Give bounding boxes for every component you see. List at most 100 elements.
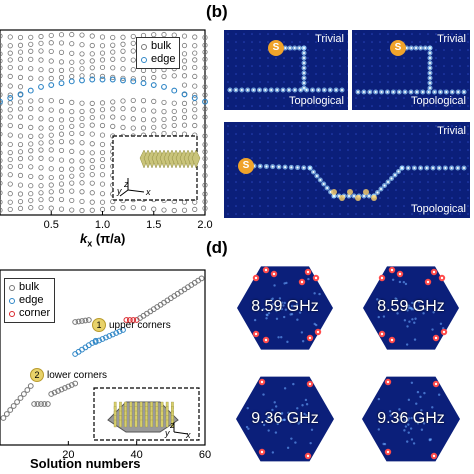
- hexagon-inset-illustration: [107, 401, 189, 435]
- x-tick-label: 60: [199, 449, 211, 461]
- bulk-point: [28, 148, 34, 154]
- edge-point: [38, 83, 44, 90]
- bulk-point: [58, 59, 65, 65]
- label-topological: Topological: [410, 95, 466, 107]
- bulk-point: [48, 196, 54, 202]
- bulk-point: [99, 163, 106, 170]
- x-tick-label: 0.5: [44, 219, 59, 231]
- xlabel-c: Solution numbers: [30, 456, 141, 471]
- bulk-point: [48, 58, 54, 64]
- legend-c: bulk edge corner: [4, 278, 56, 323]
- bulk-point: [38, 155, 44, 161]
- legend-label: bulk: [151, 40, 172, 52]
- bulk-point: [120, 106, 126, 112]
- inset-axis-x: x: [186, 430, 191, 440]
- bulk-point: [192, 92, 198, 98]
- edge-point: [27, 87, 34, 94]
- bulk-point: [79, 51, 85, 57]
- bulk-point: [79, 115, 85, 122]
- edge-point: [116, 328, 123, 335]
- bulk-point: [28, 155, 34, 161]
- bulk-point: [28, 197, 34, 204]
- bulk-point: [79, 165, 85, 171]
- badge-1: 1: [92, 318, 106, 332]
- bulk-point: [202, 74, 208, 81]
- bulk-point: [17, 42, 24, 48]
- bulk-point: [99, 149, 106, 156]
- bulk-point: [140, 205, 147, 211]
- bulk-point: [181, 42, 188, 49]
- bulk-point: [28, 164, 34, 170]
- bulk-point: [69, 148, 75, 155]
- bulk-point: [28, 115, 34, 121]
- label-topological: Topological: [288, 95, 344, 107]
- bulk-point: [31, 401, 38, 407]
- bulk-point: [120, 41, 126, 47]
- bulk-point: [151, 32, 157, 38]
- inset-axis-y: y: [165, 428, 170, 438]
- bulk-point: [130, 48, 136, 54]
- bulk-point: [120, 124, 126, 131]
- edge-point: [89, 76, 96, 83]
- bulk-point: [89, 100, 95, 106]
- bulk-point: [99, 181, 106, 187]
- bulk-point: [110, 65, 116, 71]
- bulk-point: [69, 67, 75, 73]
- bulk-point: [79, 189, 85, 195]
- bulk-point: [79, 149, 85, 155]
- legend-item-edge: edge: [9, 294, 50, 307]
- bulk-point: [181, 100, 188, 106]
- bulk-point: [7, 64, 13, 71]
- bulk-point: [69, 197, 75, 204]
- bulk-point: [89, 199, 95, 205]
- inset-axis-y: y: [117, 186, 122, 196]
- bulk-point: [161, 123, 167, 129]
- bulk-point: [58, 40, 65, 46]
- bulk-point: [38, 204, 44, 211]
- bulk-point: [69, 158, 75, 164]
- band-structure-chart: 0.5 1.0 1.5 2.0: [0, 29, 213, 231]
- bulk-point: [181, 33, 188, 39]
- bulk-point: [48, 32, 54, 39]
- bulk-point: [48, 75, 54, 81]
- bulk-point: [99, 114, 106, 120]
- bulk-point: [161, 207, 167, 213]
- bulk-point: [48, 205, 54, 211]
- edge-point: [48, 82, 55, 89]
- bulk-point: [89, 58, 95, 64]
- bulk-point: [99, 132, 106, 138]
- bulk-point: [38, 67, 44, 73]
- bulk-point: [28, 191, 34, 197]
- edge-point: [109, 76, 116, 83]
- edge-point: [161, 83, 167, 90]
- field-map-b1: Trivial Topological: [224, 30, 348, 110]
- hex-field-d1: 8.59 GHz: [226, 258, 344, 358]
- bulk-point: [69, 130, 75, 137]
- bulk-point: [202, 205, 208, 211]
- x-tick-label: 40: [131, 449, 143, 461]
- bulk-point: [65, 383, 72, 390]
- bulk-point: [89, 157, 95, 164]
- x-tick-label: 20: [62, 449, 74, 461]
- bulk-point: [151, 98, 157, 104]
- bulk-point: [89, 122, 95, 128]
- bulk-point: [17, 84, 24, 90]
- edge-point: [79, 77, 85, 84]
- source-marker-icon: S: [390, 40, 406, 56]
- bulk-point: [58, 206, 65, 212]
- bulk-point: [79, 158, 85, 164]
- bulk-point: [48, 132, 54, 138]
- bulk-point: [69, 41, 75, 47]
- bulk-point: [120, 98, 126, 104]
- bulk-point: [192, 34, 198, 40]
- x-tick-label: 2.0: [197, 219, 212, 231]
- bulk-point: [130, 106, 136, 112]
- bulk-point: [99, 141, 106, 148]
- bulk-point: [38, 125, 44, 131]
- bulk-point: [48, 391, 55, 397]
- bulk-point: [38, 165, 44, 171]
- bulk-point: [38, 133, 44, 139]
- bulk-point: [69, 207, 75, 213]
- bulk-point: [0, 108, 3, 114]
- bulk-point: [89, 65, 95, 71]
